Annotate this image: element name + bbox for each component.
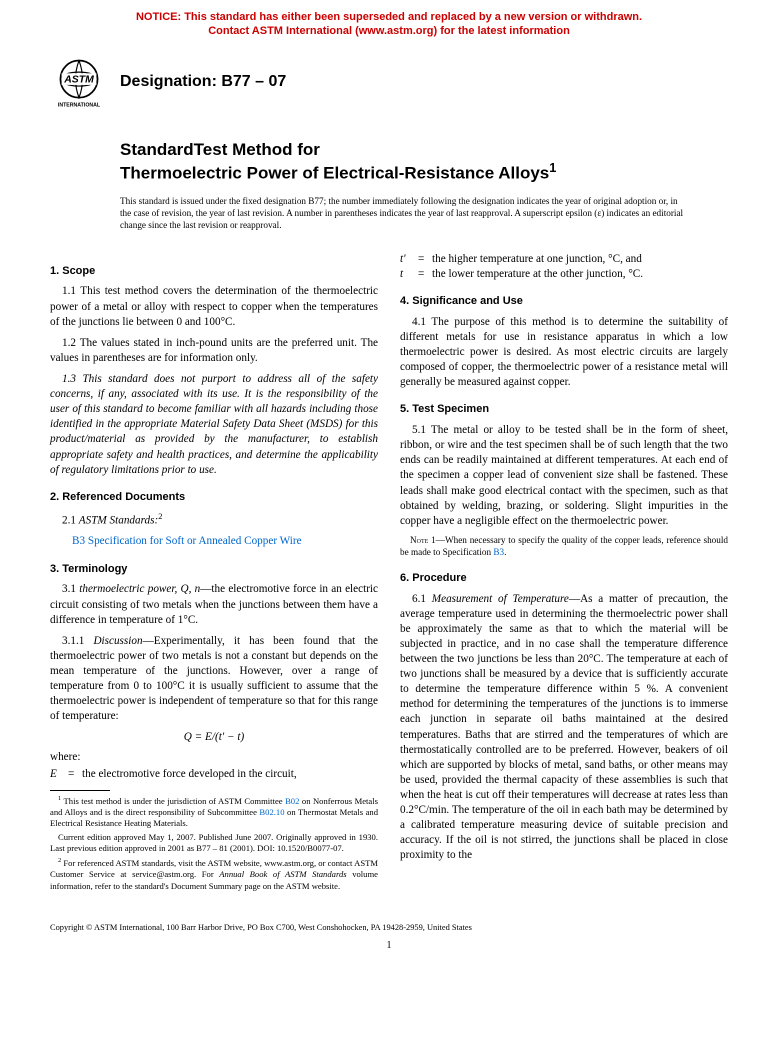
def-t: t = the lower temperature at the other j… — [400, 267, 728, 282]
footnote-rule — [50, 790, 110, 791]
fn1a: This test method is under the jurisdicti… — [61, 796, 285, 806]
fn1-b02[interactable]: B02 — [285, 796, 299, 806]
notice-line2: Contact ASTM International (www.astm.org… — [208, 25, 570, 37]
scope-p2: 1.2 The values stated in inch-pound unit… — [50, 336, 378, 366]
notice-banner: NOTICE: This standard has either been su… — [50, 10, 728, 39]
title-line1: StandardTest Method for — [120, 139, 728, 160]
refdoc-sup: 2 — [158, 512, 162, 521]
header-row: ASTM INTERNATIONAL Designation: B77 – 07 — [50, 53, 728, 111]
refdoc-p1a: 2.1 — [62, 514, 79, 526]
where-label: where: — [50, 750, 378, 765]
sig-head: 4. Significance and Use — [400, 294, 728, 309]
designation-prefix: Designation: — [120, 73, 221, 90]
term-head: 3. Terminology — [50, 562, 378, 577]
refdoc-p1: 2.1 ASTM Standards:2 — [50, 511, 378, 529]
term-p2b: Discussion — [93, 635, 142, 647]
ref-b3-code[interactable]: B3 — [72, 535, 85, 547]
def-t-eq: = — [418, 267, 432, 282]
refdoc-p1b: ASTM Standards: — [79, 514, 158, 526]
astm-logo-icon: ASTM INTERNATIONAL — [50, 53, 108, 111]
footnote-1: 1 This test method is under the jurisdic… — [50, 795, 378, 829]
body-columns: 1. Scope 1.1 This test method covers the… — [50, 252, 728, 895]
ref-b3-title[interactable]: Specification for Soft or Annealed Coppe… — [85, 535, 302, 547]
svg-text:INTERNATIONAL: INTERNATIONAL — [58, 102, 101, 108]
proc-p1: 6.1 Measurement of Temperature—As a matt… — [400, 592, 728, 864]
deflist-right: t' = the higher temperature at one junct… — [400, 252, 728, 282]
left-column: 1. Scope 1.1 This test method covers the… — [50, 252, 378, 895]
proc-p1b: Measurement of Temperature — [432, 593, 569, 605]
term-p2c: —Experimentally, it has been found that … — [50, 635, 378, 723]
def-t-sym: t — [400, 267, 418, 282]
designation: Designation: B77 – 07 — [120, 73, 286, 91]
def-E: E = the electromotive force developed in… — [50, 767, 378, 782]
copyright: Copyright © ASTM International, 100 Barr… — [50, 923, 728, 932]
def-E-eq: = — [68, 767, 82, 782]
def-E-sym: E — [50, 767, 68, 782]
scope-head: 1. Scope — [50, 264, 378, 279]
fn1-b0210[interactable]: B02.10 — [259, 807, 284, 817]
deflist-left: E = the electromotive force developed in… — [50, 767, 378, 782]
term-p2a: 3.1.1 — [62, 635, 93, 647]
equation: Q = E/(t' − t) — [50, 730, 378, 745]
spec-note1: Note 1—When necessary to specify the qua… — [400, 535, 728, 559]
def-tp: t' = the higher temperature at one junct… — [400, 252, 728, 267]
page: NOTICE: This standard has either been su… — [0, 0, 778, 981]
def-tp-eq: = — [418, 252, 432, 267]
proc-head: 6. Procedure — [400, 571, 728, 586]
sig-p1: 4.1 The purpose of this method is to det… — [400, 315, 728, 391]
title-line2-text: Thermoelectric Power of Electrical-Resis… — [120, 164, 549, 183]
def-tp-sym: t' — [400, 252, 418, 267]
footnote-2: 2 For referenced ASTM standards, visit t… — [50, 857, 378, 891]
issue-note: This standard is issued under the fixed … — [120, 196, 688, 232]
title-line2: Thermoelectric Power of Electrical-Resis… — [120, 160, 728, 184]
title-sup: 1 — [549, 160, 556, 175]
footnote-1b: Current edition approved May 1, 2007. Pu… — [50, 832, 378, 854]
spec-head: 5. Test Specimen — [400, 402, 728, 417]
term-p1b: thermoelectric power, Q, n — [79, 583, 200, 595]
svg-text:ASTM: ASTM — [63, 74, 94, 85]
def-t-txt: the lower temperature at the other junct… — [432, 267, 728, 282]
right-column: t' = the higher temperature at one junct… — [400, 252, 728, 895]
title-block: StandardTest Method for Thermoelectric P… — [120, 139, 728, 184]
page-number: 1 — [50, 940, 728, 951]
refdoc-ref: B3 Specification for Soft or Annealed Co… — [72, 534, 378, 549]
spec-p1: 5.1 The metal or alloy to be tested shal… — [400, 423, 728, 529]
designation-code: B77 – 07 — [221, 73, 286, 90]
term-p1a: 3.1 — [62, 583, 79, 595]
notice-line1: NOTICE: This standard has either been su… — [136, 11, 642, 23]
term-p1: 3.1 thermoelectric power, Q, n—the elect… — [50, 582, 378, 627]
term-p2: 3.1.1 Discussion—Experimentally, it has … — [50, 634, 378, 725]
def-tp-txt: the higher temperature at one junction, … — [432, 252, 728, 267]
scope-p1: 1.1 This test method covers the determin… — [50, 284, 378, 329]
scope-p3: 1.3 This standard does not purport to ad… — [50, 372, 378, 478]
proc-p1c: —As a matter of precaution, the average … — [400, 593, 728, 862]
refdoc-head: 2. Referenced Documents — [50, 490, 378, 505]
def-E-txt: the electromotive force developed in the… — [82, 767, 378, 782]
proc-p1a: 6.1 — [412, 593, 432, 605]
fn2b: Annual Book of ASTM Standards — [219, 869, 346, 879]
